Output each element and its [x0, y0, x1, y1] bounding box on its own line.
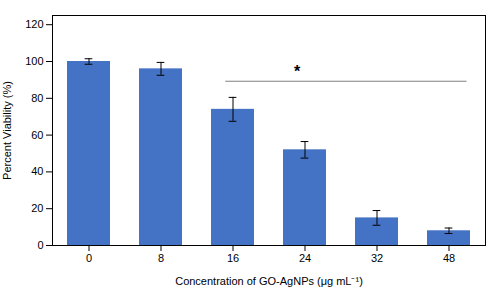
svg-text:20: 20 [31, 202, 43, 214]
svg-text:0: 0 [86, 252, 92, 264]
svg-text:120: 120 [25, 18, 43, 30]
svg-text:Percent Viability (%): Percent Viability (%) [1, 81, 13, 180]
svg-text:0: 0 [37, 239, 43, 251]
svg-text:80: 80 [31, 92, 43, 104]
svg-text:40: 40 [31, 165, 43, 177]
svg-text:16: 16 [227, 252, 239, 264]
svg-text:24: 24 [299, 252, 311, 264]
svg-text:32: 32 [371, 252, 383, 264]
svg-text:60: 60 [31, 129, 43, 141]
svg-text:48: 48 [443, 252, 455, 264]
svg-text:100: 100 [25, 55, 43, 67]
svg-text:Concentration of GO-AgNPs (μg: Concentration of GO-AgNPs (μg mL⁻¹) [175, 275, 363, 287]
svg-text:*: * [294, 63, 301, 80]
svg-text:8: 8 [158, 252, 164, 264]
